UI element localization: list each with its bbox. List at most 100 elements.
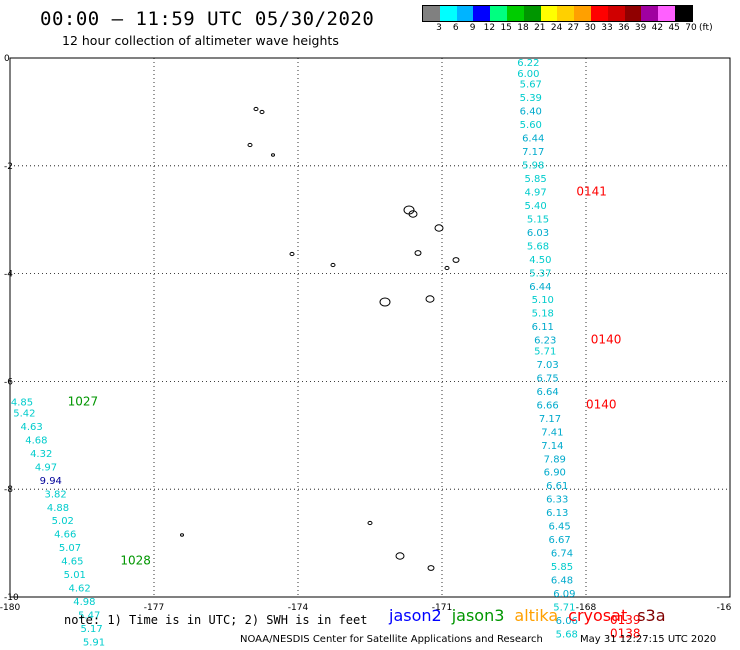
x-tick-label: -171 <box>432 603 452 613</box>
legend-label: 18 <box>517 23 529 33</box>
swh-reading: 4.98 <box>73 597 95 608</box>
map-frame <box>9 57 731 598</box>
legend-swatch <box>557 6 575 21</box>
color-legend-labels: 3 6 9 12 15 18 21 24 27 30 33 36 39 42 45 70 (ft) <box>422 23 740 37</box>
pass-time-label: 1027 <box>68 395 99 409</box>
pass-time-label: 0138 <box>610 626 641 640</box>
swh-reading: 6.33 <box>546 495 568 506</box>
legend-swatch <box>540 6 558 21</box>
x-tick-label: -16 <box>717 603 732 613</box>
legend-swatch <box>506 6 524 21</box>
swh-reading: 6.23 <box>534 336 556 347</box>
swh-reading: 5.01 <box>64 570 86 581</box>
y-tick-label: 0 <box>4 54 10 64</box>
y-tick-label: -8 <box>4 485 13 495</box>
swh-reading: 5.17 <box>80 624 102 635</box>
y-tick-label: -10 <box>4 593 19 603</box>
legend-swatch <box>423 6 440 21</box>
legend-label: 21 <box>534 23 546 33</box>
pass-time-label: 0141 <box>576 184 607 198</box>
island-outline <box>247 142 253 148</box>
swh-reading: 6.03 <box>527 228 549 239</box>
legend-swatch <box>674 6 692 21</box>
island-outline <box>367 520 373 526</box>
legend-swatch <box>590 6 608 21</box>
swh-reading: 7.14 <box>541 441 563 452</box>
swh-reading: 6.22 <box>517 58 539 69</box>
swh-reading: 6.13 <box>546 508 568 519</box>
swh-reading: 4.66 <box>54 530 76 541</box>
swh-reading: 4.97 <box>35 462 57 473</box>
legend-swatch <box>473 6 491 21</box>
satellite-name-cryosat: cryosat <box>568 606 628 625</box>
swh-reading: 3.82 <box>44 489 66 500</box>
legend-swatch <box>523 6 541 21</box>
island-outline <box>259 109 265 115</box>
island-outline <box>427 565 435 571</box>
swh-reading: 5.40 <box>524 201 546 212</box>
swh-reading: 5.71 <box>534 346 556 357</box>
swh-reading: 4.32 <box>30 449 52 460</box>
swh-reading: 6.44 <box>522 134 544 145</box>
swh-reading: 6.45 <box>548 522 570 533</box>
legend-label: 45 <box>668 23 680 33</box>
swh-reading: 5.91 <box>83 638 105 649</box>
island-outline <box>425 295 435 303</box>
satellite-name-altika: altika <box>514 606 559 625</box>
swh-reading: 6.64 <box>536 387 558 398</box>
swh-reading: 6.00 <box>517 69 539 80</box>
swh-reading: 7.41 <box>541 427 563 438</box>
satellite-name-s3a: s3a <box>637 606 666 625</box>
swh-reading: 5.02 <box>52 516 74 527</box>
swh-reading: 5.67 <box>520 80 542 91</box>
swh-reading: 7.17 <box>539 414 561 425</box>
swh-reading: 9.94 <box>40 476 62 487</box>
legend-label: 3 <box>436 23 442 33</box>
island-outline <box>289 251 295 257</box>
swh-reading: 7.17 <box>522 147 544 158</box>
swh-reading: 6.44 <box>529 282 551 293</box>
legend-label: 15 <box>500 23 512 33</box>
swh-reading: 5.18 <box>532 309 554 320</box>
swh-reading: 5.10 <box>532 295 554 306</box>
swh-reading: 5.71 <box>553 602 575 613</box>
y-tick-label: -4 <box>4 270 13 280</box>
swh-reading: 7.89 <box>544 454 566 465</box>
swh-reading: 6.90 <box>544 468 566 479</box>
satellite-name-jason3: jason3 <box>451 606 505 625</box>
swh-reading: 5.98 <box>522 160 544 171</box>
x-tick-label: -177 <box>144 603 164 613</box>
legend-label: 6 <box>452 23 459 33</box>
swh-reading: 6.74 <box>551 549 573 560</box>
legend-swatch <box>658 6 675 21</box>
legend-swatch <box>641 6 659 21</box>
swh-reading: 5.85 <box>551 562 573 573</box>
satellite-name-jason2: jason2 <box>389 606 442 625</box>
map-subtitle: 12 hour collection of altimeter wave hei… <box>62 33 339 48</box>
swh-reading: 5.15 <box>527 214 549 225</box>
swh-reading: 5.37 <box>529 268 551 279</box>
pass-time-label: 0140 <box>591 333 622 347</box>
pass-time-label: 0139 <box>610 613 641 627</box>
legend-label: 70 <box>685 23 697 33</box>
swh-reading: 5.85 <box>524 174 546 185</box>
pass-time-label: 1028 <box>120 554 151 568</box>
units-note: note: 1) Time is in UTC; 2) SWH is in fe… <box>64 613 368 627</box>
legend-swatch <box>624 6 642 21</box>
x-tick-label: -168 <box>576 603 597 613</box>
footer-credit: NOAA/NESDIS Center for Satellite Applica… <box>240 634 543 645</box>
swh-reading: 4.65 <box>61 557 83 568</box>
swh-reading: 5.68 <box>556 629 578 640</box>
swh-reading: 6.75 <box>536 373 558 384</box>
legend-label: 42 <box>651 23 664 33</box>
swh-reading: 4.63 <box>20 422 42 433</box>
swh-reading: 6.11 <box>532 322 554 333</box>
y-tick-label: -2 <box>4 162 13 172</box>
island-outline <box>379 297 391 307</box>
legend-swatch <box>439 6 457 21</box>
swh-reading: 6.66 <box>536 400 558 411</box>
legend-label: 24 <box>550 23 563 33</box>
island-outline <box>180 533 184 537</box>
swh-reading: 4.85 <box>11 398 33 409</box>
